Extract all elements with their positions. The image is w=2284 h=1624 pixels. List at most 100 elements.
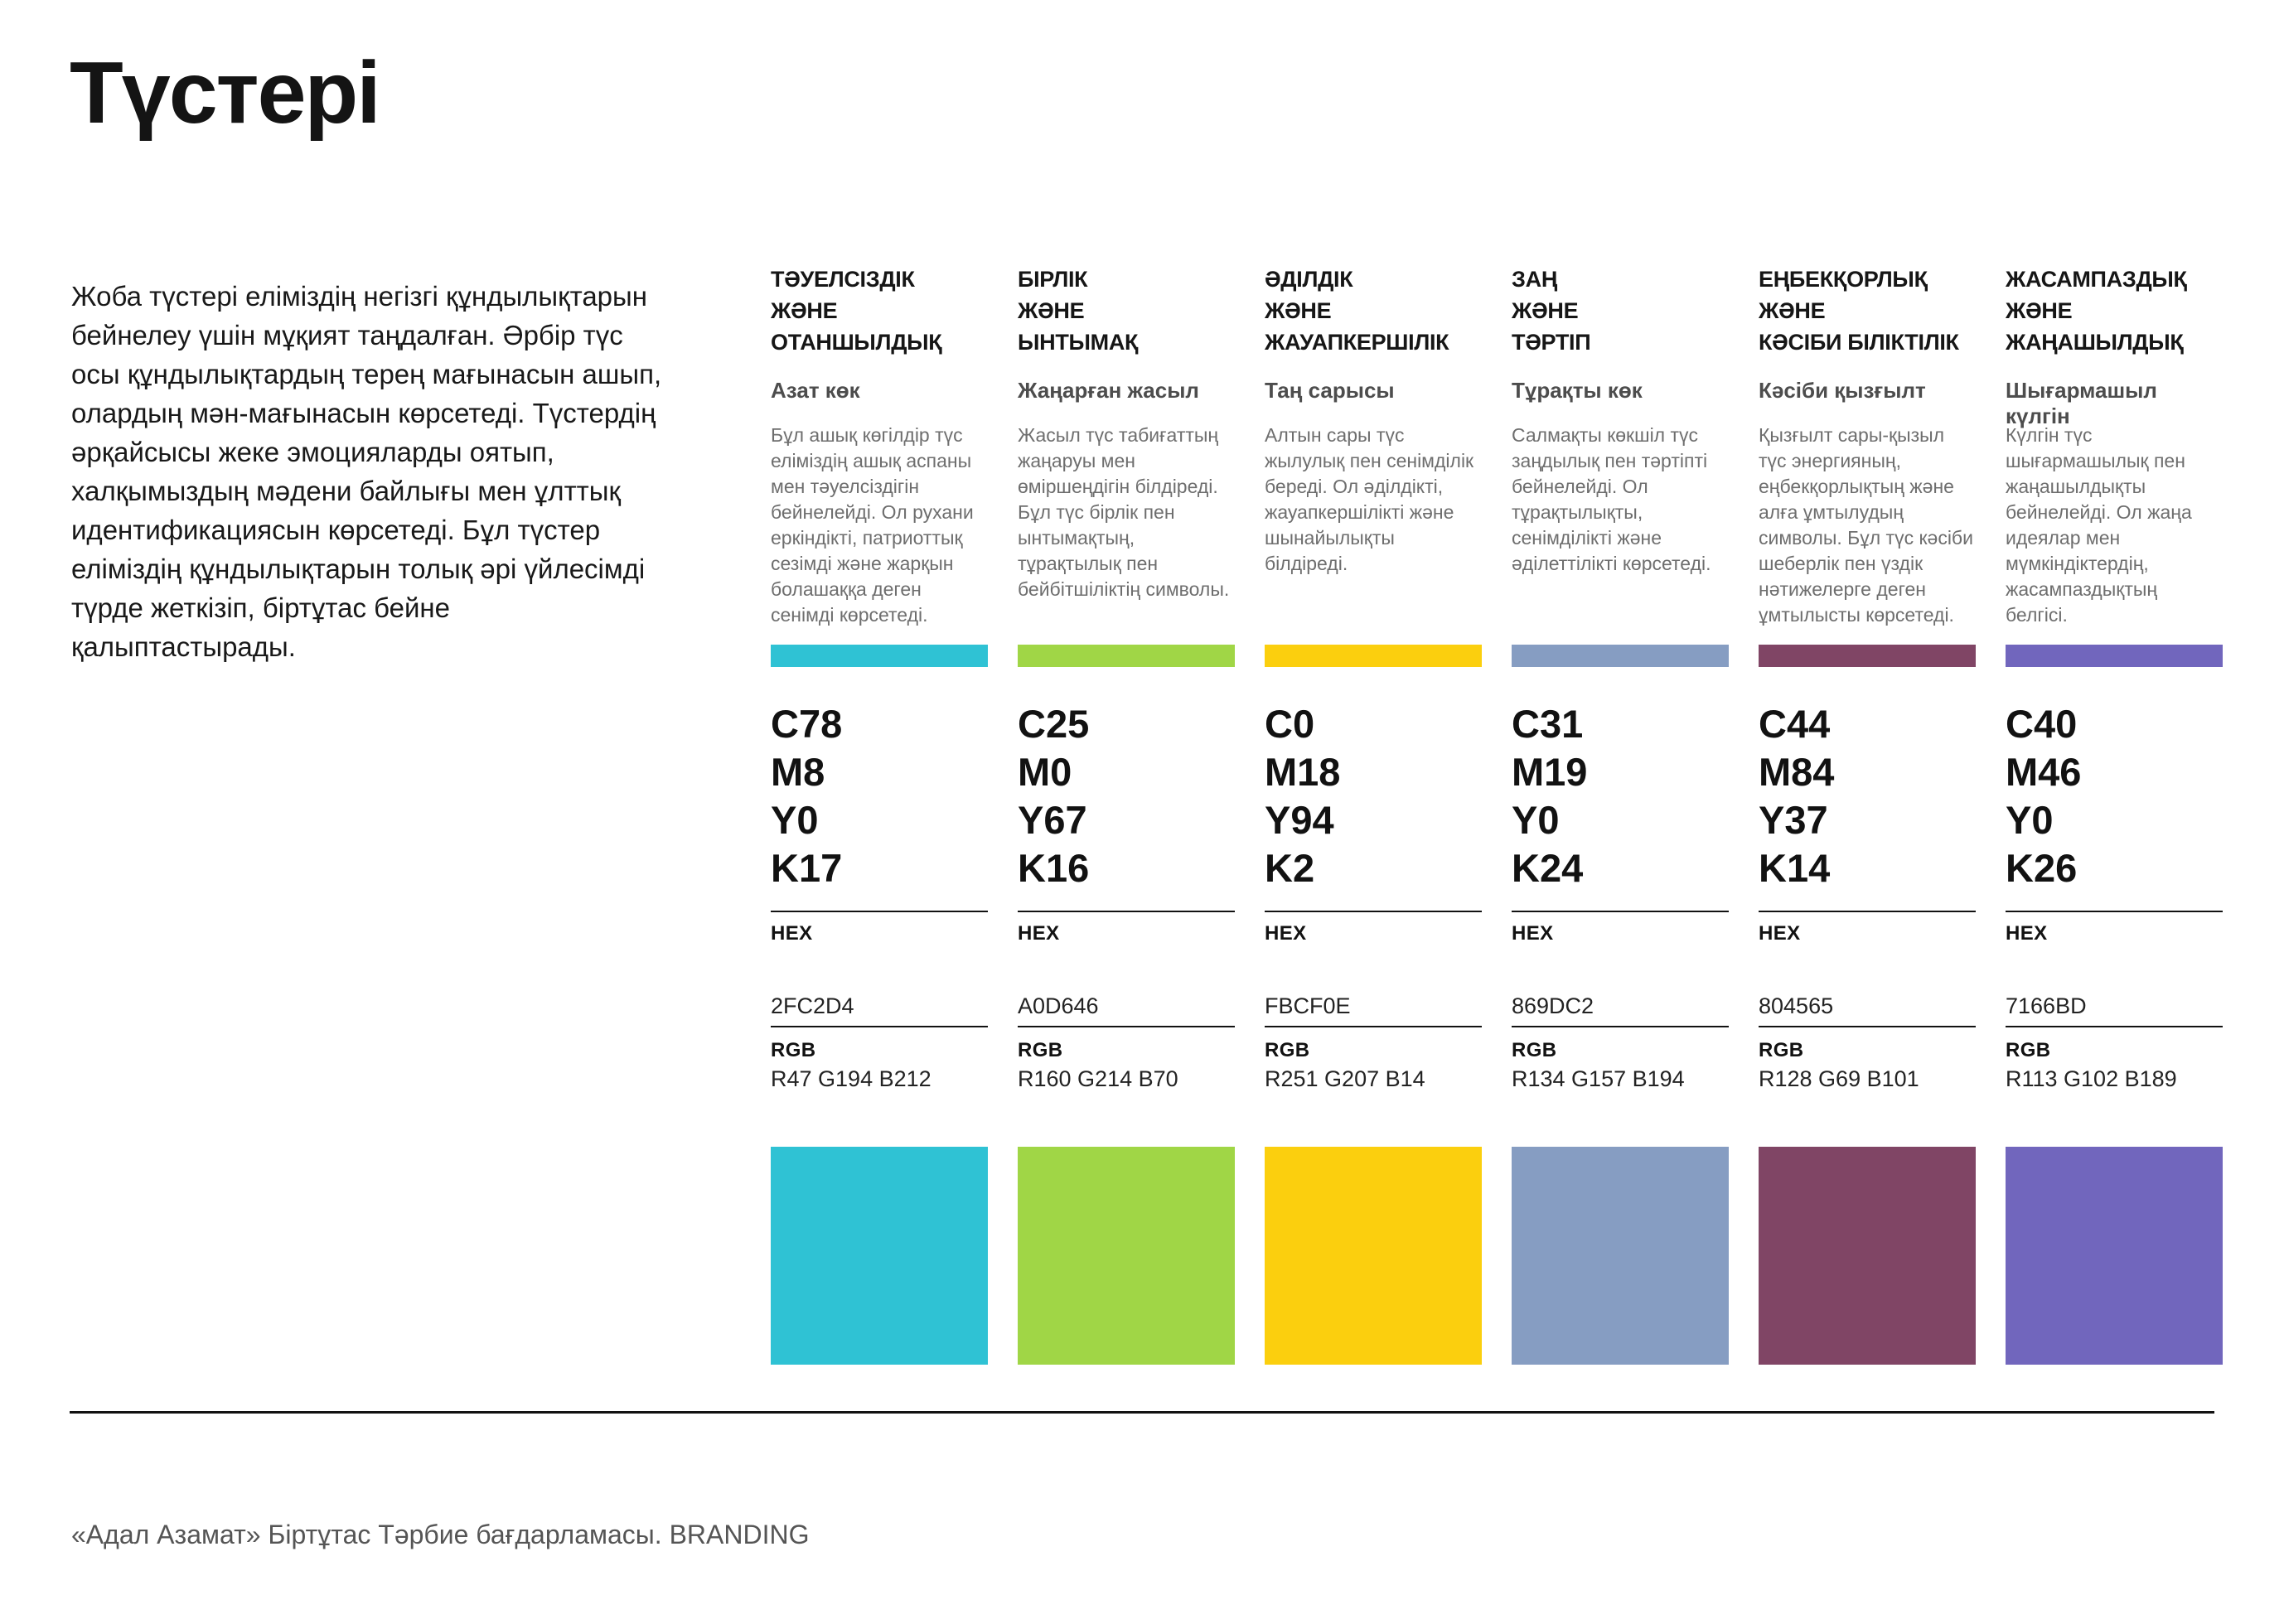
color-swatch [1759,1147,1976,1365]
color-name: Кәсіби қызғылт [1759,378,1926,403]
cmyk-values: C40 M46 Y0 K26 [2006,700,2223,892]
color-swatch [1265,1147,1482,1365]
color-swatch [771,1147,988,1365]
hex-label: HEX [1265,922,1307,945]
page-title: Түстері [70,44,381,142]
hex-value: FBCF0E [1265,993,1351,1018]
color-bar [2006,645,2223,667]
cmyk-c: C31 [1512,702,1584,746]
value-title: ЕҢБЕКҚОРЛЫҚ ЖӘНЕ КӘСІБИ БІЛІКТІЛІК [1759,267,1959,355]
color-bar [771,645,988,667]
cmyk-values: C44 M84 Y37 K14 [1759,700,1976,892]
cmyk-c: C25 [1018,702,1090,746]
cmyk-m: M46 [2006,750,2082,794]
cmyk-c: C0 [1265,702,1315,746]
rgb-value: R47 G194 B212 [771,1066,932,1091]
color-columns: ТӘУЕЛСІЗДІК ЖӘНЕ ОТАНШЫЛДЫҚ Азат көк Бұл… [771,263,2223,1365]
divider [1512,1026,1729,1027]
footer-caption: «Адал Азамат» Біртұтас Тәрбие бағдарлама… [71,1520,810,1549]
color-swatch [1512,1147,1729,1365]
cmyk-k: K26 [2006,846,2078,890]
value-title: ӘДІЛДІК ЖӘНЕ ЖАУАПКЕРШІЛІК [1265,267,1449,355]
cmyk-k: K16 [1018,846,1090,890]
rgb-label: RGB [771,1039,816,1061]
hex-value: 869DC2 [1512,993,1594,1018]
cmyk-m: M19 [1512,750,1588,794]
color-column-shygarmashyl-kulgin: ЖАСАМПАЗДЫҚ ЖӘНЕ ЖАҢАШЫЛДЫҚ Шығармашыл к… [2006,263,2223,1365]
color-description: Күлгін түс шығармашылық пен жаңашылдықты… [2006,424,2192,626]
divider [1759,1026,1976,1027]
cmyk-c: C40 [2006,702,2078,746]
cmyk-y: Y0 [1512,798,1560,842]
divider [1759,911,1976,912]
cmyk-m: M0 [1018,750,1072,794]
color-bar [1018,645,1235,667]
color-swatch [1018,1147,1235,1365]
cmyk-m: M84 [1759,750,1835,794]
divider [1265,1026,1482,1027]
color-column-azat-kok: ТӘУЕЛСІЗДІК ЖӘНЕ ОТАНШЫЛДЫҚ Азат көк Бұл… [771,263,988,1365]
cmyk-c: C78 [771,702,843,746]
color-description: Алтын сары түс жылулық пен сенімділік бе… [1265,424,1474,574]
cmyk-y: Y37 [1759,798,1828,842]
cmyk-values: C31 M19 Y0 K24 [1512,700,1729,892]
cmyk-k: K14 [1759,846,1831,890]
rgb-label: RGB [1512,1039,1557,1061]
hex-value: 7166BD [2006,993,2087,1018]
color-description: Қызғылт сары-қызыл түс энергияның, еңбек… [1759,424,1973,626]
cmyk-m: M8 [771,750,825,794]
color-name: Жаңарған жасыл [1018,378,1199,403]
divider [1018,1026,1235,1027]
rgb-value: R160 G214 B70 [1018,1066,1178,1091]
rgb-value: R251 G207 B14 [1265,1066,1425,1091]
footer-divider [70,1411,2214,1414]
hex-label: HEX [1018,922,1060,945]
divider [1265,911,1482,912]
color-name: Тұрақты көк [1512,378,1643,403]
hex-label: HEX [1512,922,1554,945]
rgb-value: R128 G69 B101 [1759,1066,1919,1091]
rgb-label: RGB [2006,1039,2051,1061]
cmyk-values: C25 M0 Y67 K16 [1018,700,1235,892]
rgb-label: RGB [1759,1039,1804,1061]
color-description: Жасыл түс табиғаттың жаңаруы мен өміршең… [1018,424,1230,600]
cmyk-k: K2 [1265,846,1315,890]
hex-value: A0D646 [1018,993,1099,1018]
color-column-turakty-kok: ЗАҢ ЖӘНЕ ТӘРТІП Тұрақты көк Салмақты көк… [1512,263,1729,1365]
value-title: ЖАСАМПАЗДЫҚ ЖӘНЕ ЖАҢАШЫЛДЫҚ [2006,267,2187,355]
divider [1018,911,1235,912]
cmyk-values: C0 M18 Y94 K2 [1265,700,1482,892]
divider [2006,1026,2223,1027]
rgb-value: R134 G157 B194 [1512,1066,1685,1091]
cmyk-y: Y0 [771,798,819,842]
hex-value: 2FC2D4 [771,993,854,1018]
hex-value: 804565 [1759,993,1834,1018]
color-bar [1265,645,1482,667]
color-description: Салмақты көкшіл түс заңдылық пен тәртіпт… [1512,424,1711,574]
cmyk-k: K24 [1512,846,1584,890]
color-name: Азат көк [771,378,860,403]
cmyk-c: C44 [1759,702,1831,746]
value-title: ЗАҢ ЖӘНЕ ТӘРТІП [1512,267,1591,355]
cmyk-values: C78 M8 Y0 K17 [771,700,988,892]
rgb-label: RGB [1018,1039,1063,1061]
cmyk-y: Y94 [1265,798,1334,842]
rgb-label: RGB [1265,1039,1310,1061]
color-column-kasibi-kyzgylt: ЕҢБЕКҚОРЛЫҚ ЖӘНЕ КӘСІБИ БІЛІКТІЛІК Кәсіб… [1759,263,1976,1365]
divider [771,1026,988,1027]
color-name: Шығармашыл күлгін [2006,378,2157,428]
value-title: ТӘУЕЛСІЗДІК ЖӘНЕ ОТАНШЫЛДЫҚ [771,267,942,355]
hex-label: HEX [1759,922,1801,945]
cmyk-k: K17 [771,846,843,890]
color-column-tan-sarysy: ӘДІЛДІК ЖӘНЕ ЖАУАПКЕРШІЛІК Таң сарысы Ал… [1265,263,1482,1365]
intro-paragraph: Жоба түстері еліміздің негізгі құндылықт… [71,281,662,662]
hex-label: HEX [771,922,813,945]
color-swatch [2006,1147,2223,1365]
divider [771,911,988,912]
cmyk-m: M18 [1265,750,1341,794]
cmyk-y: Y0 [2006,798,2054,842]
color-description: Бұл ашық көгілдір түс еліміздің ашық асп… [771,424,974,626]
value-title: БІРЛІК ЖӘНЕ ЫНТЫМАҚ [1018,267,1139,355]
color-name: Таң сарысы [1265,378,1395,403]
